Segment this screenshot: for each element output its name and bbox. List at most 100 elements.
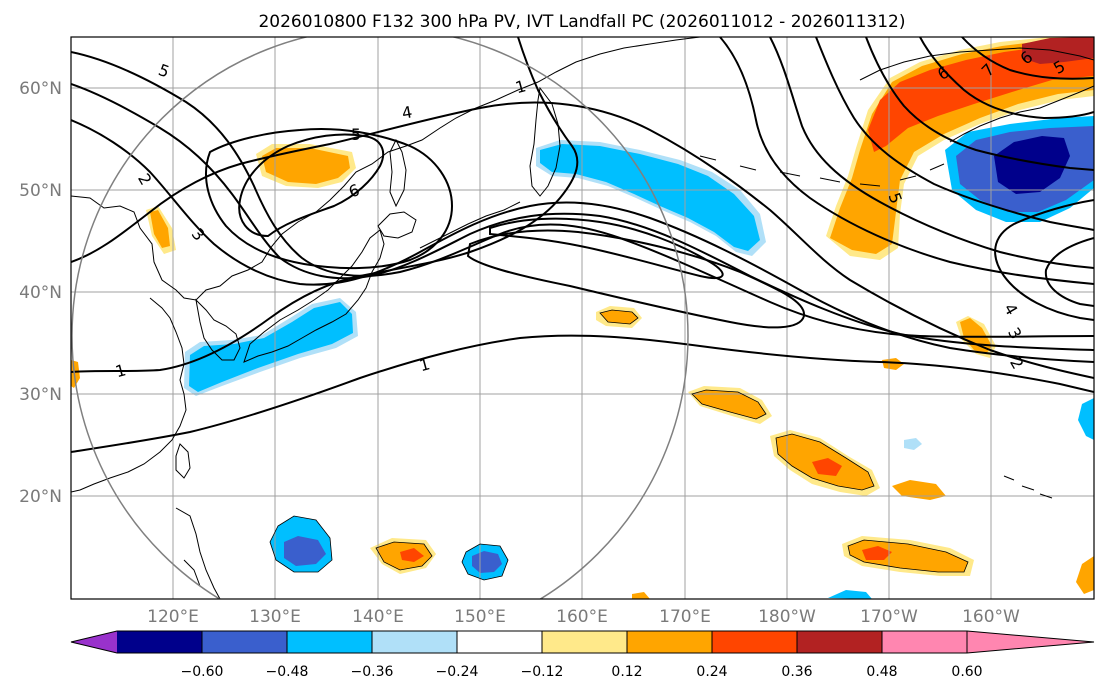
coast-philippines [175, 507, 221, 599]
red-blob-trop1 [400, 548, 424, 562]
graticule [71, 37, 1094, 599]
pv-contour-inner-loop [205, 127, 454, 270]
contour-label-7: 1 [113, 360, 128, 381]
blue-area-kuril-core [540, 144, 760, 251]
colorbar-label-7: 0.36 [781, 664, 812, 680]
contour-label-1: 4 [400, 102, 413, 122]
lon-label-150e: 150°E [454, 607, 506, 627]
lat-label-50n: 50°N [19, 181, 62, 201]
orange-blob-east3-core [692, 390, 766, 419]
pv-contour-inner-tongue [489, 217, 724, 280]
pv-contour-east-4 [865, 37, 1094, 171]
colorbar-segment-1 [202, 631, 288, 653]
blue-area-alaska-core [994, 136, 1070, 194]
colorbar-segment-6 [627, 631, 713, 653]
colorbar-segment-0 [117, 631, 203, 653]
pv-contour-east-2 [769, 37, 1094, 269]
figure-title: 2026010800 F132 300 hPa PV, IVT Landfall… [258, 12, 905, 32]
colorbar-segment-4 [457, 631, 543, 653]
blue-blob-a-core [284, 536, 326, 566]
lon-label-130e: 130°E [249, 607, 301, 627]
outline-trop1 [375, 541, 433, 571]
contour-label-8: 1 [417, 354, 432, 375]
orange-blob-east-edge [1076, 556, 1094, 594]
colorbar-label-3: −0.24 [436, 664, 479, 680]
lat-label-30n: 30°N [19, 385, 62, 405]
contour-label-2: 1 [513, 76, 528, 97]
lon-label-160e: 160°E [556, 607, 608, 627]
colorbar: −0.60 −0.48 −0.36 −0.24 −0.12 0.12 0.24 … [70, 630, 1095, 680]
pv-contour-east-ring [994, 199, 1094, 321]
pv-contour-east-7 [961, 37, 1094, 80]
colorbar-label-1: −0.48 [266, 664, 309, 680]
colorbar-segment-5 [542, 631, 628, 653]
coast-hawaii [1003, 475, 1053, 499]
lat-label-60n: 60°N [19, 79, 62, 99]
red-band-ridge [868, 44, 1094, 152]
colorbar-extend-left [71, 631, 117, 653]
outline-blob-a [269, 515, 333, 573]
orange-area-china-core [150, 210, 170, 248]
outline-midpac [599, 309, 639, 325]
pv-contour-1-south [71, 334, 1094, 453]
outline-east4 [775, 433, 875, 491]
lon-label-180w: 180°W [758, 607, 816, 627]
orange-blob-east2 [882, 358, 904, 370]
lon-label-170w: 170°W [860, 607, 918, 627]
orange-blob-bottom [632, 592, 650, 599]
outline-east3 [691, 389, 767, 420]
pv-contours [71, 37, 1094, 453]
blue-blob-d [828, 590, 872, 599]
latitude-labels: 60°N 50°N 40°N 30°N 20°N [19, 79, 62, 507]
colorbar-extend-right [967, 631, 1094, 653]
colorbar-segment-3 [372, 631, 458, 653]
lon-label-140e: 140°E [352, 607, 404, 627]
lon-label-120e: 120°E [147, 607, 199, 627]
colorbar-label-2: −0.36 [351, 664, 394, 680]
map-frame [70, 36, 1095, 600]
colorbar-label-8: 0.48 [866, 664, 897, 680]
outline-east6 [847, 539, 969, 573]
colorbar-segment-8 [797, 631, 883, 653]
red-blob-east4 [812, 458, 842, 476]
colorbar-segment-2 [287, 631, 373, 653]
coast-alaska [859, 47, 1094, 143]
orange-area-mid-pacific-core [600, 310, 638, 324]
orange-area-japan-sea-core [262, 148, 350, 184]
colorbar-label-9: 0.60 [951, 664, 982, 680]
longitude-labels: 120°E 130°E 140°E 150°E 160°E 170°E 180°… [147, 607, 1020, 627]
pv-contour-east-3 [815, 37, 1094, 231]
map-layers: 5 4 1 5 6 2 3 1 1 7 6 5 6 5 4 3 2 [71, 37, 1094, 599]
colorbar-outline [70, 630, 1095, 654]
lat-label-40n: 40°N [19, 283, 62, 303]
lat-label-20n: 20°N [19, 487, 62, 507]
coast-honshu [243, 229, 385, 363]
landfall-radius-circle [71, 37, 689, 599]
colorbar-segment-9 [882, 631, 968, 653]
outline-blob-b [461, 543, 509, 581]
coast-kuril [419, 201, 521, 249]
coast-hokkaido [377, 211, 417, 239]
pv-contour-1-west [71, 37, 579, 373]
lon-label-170e: 170°E [659, 607, 711, 627]
blue-area-honshu-core [189, 302, 353, 392]
pv-contour-6-loop [238, 133, 385, 238]
pv-contour-2 [71, 101, 1094, 379]
colorbar-label-0: −0.60 [181, 664, 224, 680]
contour-label-3: 5 [351, 125, 361, 144]
colorbar-label-6: 0.24 [696, 664, 727, 680]
darkred-band-ridge [1022, 37, 1094, 64]
pc-outline-contours [269, 309, 969, 581]
coast-aleutians [699, 155, 945, 187]
coast-korea [195, 298, 241, 361]
red-blob-east6 [862, 546, 892, 560]
pv-contour-mid-loop [466, 229, 806, 329]
pv-contour-east-6b [1044, 237, 1094, 307]
colorbar-label-5: 0.12 [611, 664, 642, 680]
colorbar-ticks [201, 631, 968, 653]
coast-taiwan [175, 443, 191, 479]
lon-label-160w: 160°W [962, 607, 1020, 627]
pv-contour-4 [71, 83, 1094, 351]
